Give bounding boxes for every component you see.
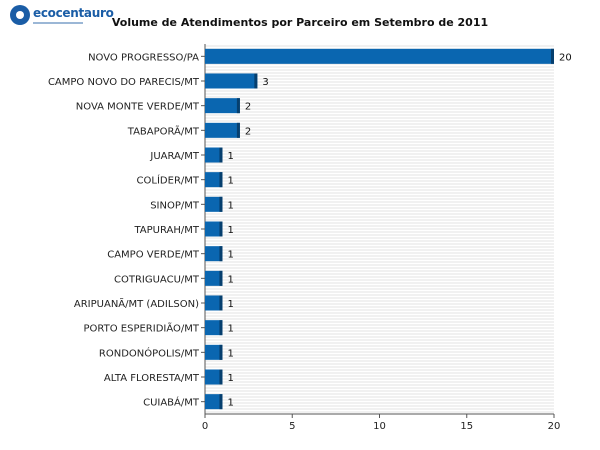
x-tick-label: 15 — [460, 421, 473, 432]
category-label: COLÍDER/MT — [137, 174, 200, 187]
category-label: SINOP/MT — [150, 200, 200, 211]
bar-edge — [236, 98, 240, 114]
company-logo: ecocentauro — [10, 5, 114, 25]
category-label: NOVO PROGRESSO/PA — [88, 52, 199, 63]
value-label: 3 — [262, 77, 268, 88]
bar-edge — [219, 369, 223, 385]
bar — [205, 73, 258, 89]
bar — [205, 320, 223, 336]
x-tick-label: 0 — [202, 421, 208, 432]
bar-edge — [219, 270, 223, 286]
x-tick-label: 5 — [289, 421, 295, 432]
x-tick-label: 10 — [373, 421, 386, 432]
value-label: 1 — [227, 398, 233, 409]
value-label: 2 — [245, 126, 251, 137]
bar-edge — [254, 73, 258, 89]
category-label: CAMPO NOVO DO PARECIS/MT — [48, 77, 200, 88]
logo-name: ecocentauro — [33, 5, 114, 20]
category-label: TAPURAH/MT — [133, 225, 199, 236]
bar-edge — [219, 196, 223, 212]
category-label: PORTO ESPERIDIÃO/MT — [84, 322, 200, 335]
category-label: CUIABÁ/MT — [143, 396, 200, 409]
bar — [205, 246, 223, 262]
bar-edge — [219, 394, 223, 410]
value-label: 20 — [559, 52, 572, 63]
bar — [205, 196, 223, 212]
bar — [205, 344, 223, 360]
bar-edge — [551, 48, 554, 64]
value-label: 1 — [227, 373, 233, 384]
bar-edge — [219, 246, 223, 262]
bar — [205, 270, 223, 286]
bar-edge — [219, 344, 223, 360]
bar — [205, 147, 223, 163]
bar-edge — [219, 147, 223, 163]
value-label: 1 — [227, 176, 233, 187]
category-label: NOVA MONTE VERDE/MT — [76, 102, 200, 113]
value-label: 1 — [227, 299, 233, 310]
bar-edge — [219, 295, 223, 311]
bar — [205, 48, 554, 64]
category-label: COTRIGUACU/MT — [114, 274, 200, 285]
bar-edge — [219, 172, 223, 188]
chart-title: Volume de Atendimentos por Parceiro em S… — [111, 16, 489, 29]
bar — [205, 122, 240, 138]
bar — [205, 295, 223, 311]
bar — [205, 221, 223, 237]
bar-edge — [219, 221, 223, 237]
value-label: 1 — [227, 274, 233, 285]
value-label: 1 — [227, 250, 233, 261]
category-label: CAMPO VERDE/MT — [107, 250, 200, 261]
value-label: 2 — [245, 102, 251, 113]
value-label: 1 — [227, 348, 233, 359]
category-label: ARIPUANÃ/MT (ADILSON) — [74, 297, 199, 310]
bar-edge — [236, 122, 240, 138]
bar — [205, 172, 223, 188]
category-label: JUARA/MT — [149, 151, 199, 162]
bar — [205, 98, 240, 114]
bar — [205, 394, 223, 410]
logo-mark-icon — [10, 5, 30, 25]
value-label: 1 — [227, 200, 233, 211]
value-label: 1 — [227, 151, 233, 162]
category-label: TABAPORÃ/MT — [127, 124, 200, 137]
x-tick-label: 20 — [548, 421, 561, 432]
bar — [205, 369, 223, 385]
category-label: RONDONÓPOLIS/MT — [99, 346, 200, 359]
value-label: 1 — [227, 324, 233, 335]
bar-edge — [219, 320, 223, 336]
logo-tagline-mark — [33, 21, 83, 24]
value-label: 1 — [227, 225, 233, 236]
category-label: ALTA FLORESTA/MT — [104, 373, 200, 384]
